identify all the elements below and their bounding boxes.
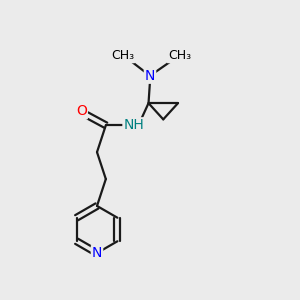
Text: NH: NH: [123, 118, 144, 132]
Text: N: N: [92, 246, 102, 260]
Text: CH₃: CH₃: [111, 49, 134, 62]
Text: O: O: [76, 104, 87, 118]
Text: CH₃: CH₃: [168, 49, 191, 62]
Text: N: N: [145, 69, 155, 83]
